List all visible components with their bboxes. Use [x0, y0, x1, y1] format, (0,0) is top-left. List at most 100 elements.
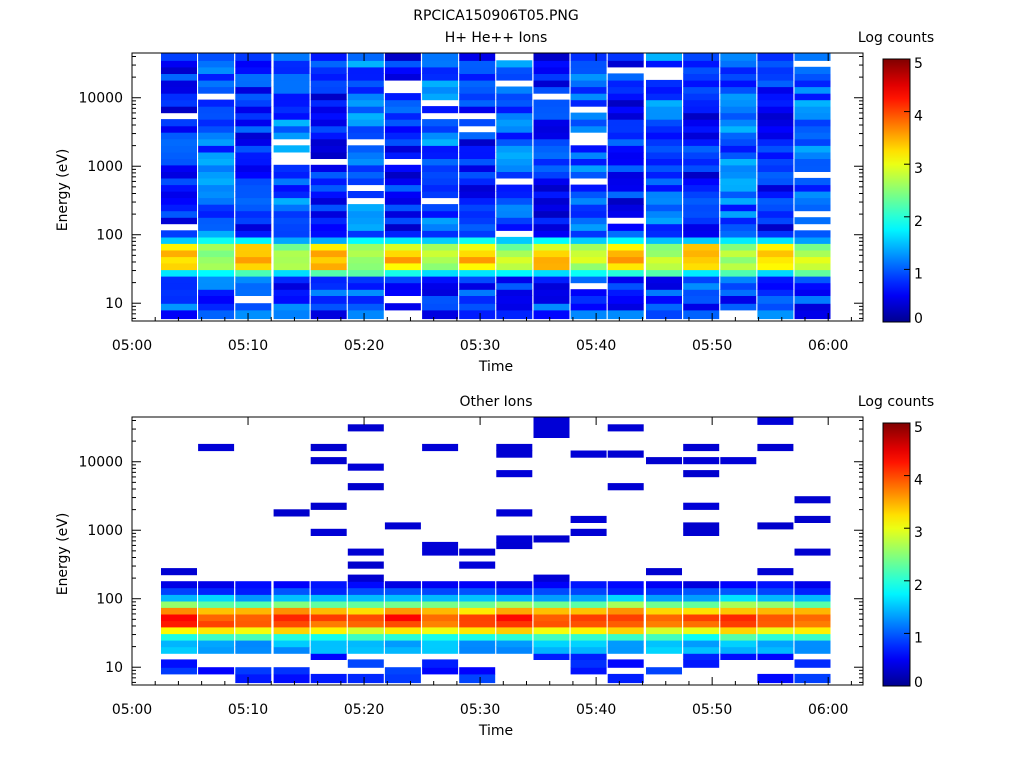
heatmap-cell [273, 79, 310, 88]
heatmap-cell [794, 256, 831, 264]
heatmap-cell [422, 548, 459, 556]
heatmap-cell [384, 276, 421, 284]
heatmap-cell [384, 210, 421, 218]
heatmap-cell [607, 210, 644, 218]
heatmap-cell [161, 607, 197, 615]
heatmap-cell [683, 236, 720, 244]
heatmap-cell [570, 79, 607, 88]
heatmap-cell [683, 151, 720, 159]
heatmap-cell [533, 99, 570, 107]
y-ticks: 10 100 1000 10000 [78, 56, 863, 319]
heatmap-cells [161, 417, 831, 684]
heatmap-cell [607, 223, 644, 231]
heatmap-cell [794, 548, 831, 556]
heatmap-cell [683, 633, 720, 641]
heatmap-cell [384, 138, 421, 146]
heatmap-cell [384, 119, 421, 127]
heatmap-cell [533, 256, 570, 264]
heatmap-cell [347, 282, 384, 290]
x-tick-label: 05:30 [460, 702, 500, 718]
heatmap-cell [646, 184, 682, 192]
heatmap-cell [235, 151, 272, 159]
heatmap-cell [720, 177, 757, 186]
heatmap-cell [422, 667, 459, 675]
heatmap-cell [459, 197, 496, 205]
heatmap-cell [310, 303, 347, 311]
heatmap-cell [198, 138, 235, 146]
heatmap-cell [384, 66, 421, 74]
heatmap-cell [533, 197, 570, 205]
heatmap-cell [384, 197, 421, 205]
heatmap-cell [310, 204, 347, 212]
heatmap-cell [235, 269, 272, 277]
heatmap-cell [459, 210, 496, 218]
heatmap-cell [570, 600, 607, 608]
heatmap-cell [683, 282, 720, 290]
heatmap-cell [347, 581, 384, 589]
heatmap-cell [570, 86, 607, 94]
heatmap-cell [161, 587, 197, 595]
heatmap-cell [198, 594, 235, 602]
x-tick-label: 06:00 [808, 338, 848, 354]
heatmap-cell [273, 587, 310, 595]
heatmap-cell [235, 93, 272, 101]
heatmap-cell [422, 73, 459, 81]
heatmap-cell [646, 191, 682, 199]
heatmap-cell [570, 249, 607, 258]
heatmap-cell [496, 633, 533, 641]
heatmap-cell [683, 256, 720, 264]
heatmap-cell [720, 151, 757, 159]
heatmap-cell [198, 86, 235, 94]
heatmap-cell [310, 93, 347, 101]
heatmap-cell [384, 633, 421, 641]
heatmap-cell [683, 249, 720, 258]
heatmap-cell [273, 99, 310, 107]
heatmap-cell [198, 633, 235, 641]
heatmap-cell [496, 276, 533, 284]
heatmap-cell [570, 587, 607, 595]
heatmap-cell [310, 217, 347, 225]
heatmap-cell [607, 93, 644, 101]
heatmap-cell [757, 269, 794, 277]
heatmap-cell [384, 667, 421, 675]
heatmap-cell [161, 262, 197, 271]
heatmap-cell [570, 289, 607, 296]
heatmap-cell [459, 303, 496, 311]
heatmap-cell [757, 53, 794, 61]
heatmap-cell [646, 132, 682, 140]
heatmap-cell [273, 93, 310, 101]
heatmap-cell [794, 309, 831, 320]
heatmap-cell [683, 177, 720, 186]
heatmap-cell [310, 106, 347, 114]
heatmap-cell [607, 581, 644, 589]
heatmap-cell [757, 151, 794, 159]
heatmap-cell [422, 158, 459, 166]
heatmap-cell [235, 626, 272, 635]
heatmap-cell [347, 158, 384, 166]
heatmap-cell [347, 463, 384, 471]
heatmap-cell [720, 633, 757, 641]
heatmap-cell [161, 99, 197, 107]
heatmap-cell [757, 568, 794, 576]
heatmap-cell [273, 217, 310, 225]
heatmap-cell [310, 86, 347, 94]
heatmap-cell [720, 457, 757, 465]
heatmap-cell [533, 574, 570, 582]
heatmap-cell [646, 613, 682, 622]
heatmap-cell [570, 607, 607, 615]
heatmap-cell [570, 262, 607, 271]
heatmap-cell [347, 132, 384, 140]
heatmap-cell [683, 600, 720, 608]
heatmap-cell [720, 125, 757, 133]
heatmap-cell [607, 249, 644, 258]
heatmap-cell [646, 151, 682, 159]
heatmap-cell [198, 282, 235, 290]
heatmap-cell [794, 496, 831, 504]
heatmap-cell [384, 171, 421, 179]
heatmap-cell [757, 522, 794, 530]
heatmap-cell [198, 256, 235, 264]
heatmap-cell [646, 112, 682, 120]
heatmap-cell [161, 620, 197, 628]
heatmap-cell [607, 483, 644, 491]
y-ticks: 10 100 1000 10000 [78, 420, 863, 683]
